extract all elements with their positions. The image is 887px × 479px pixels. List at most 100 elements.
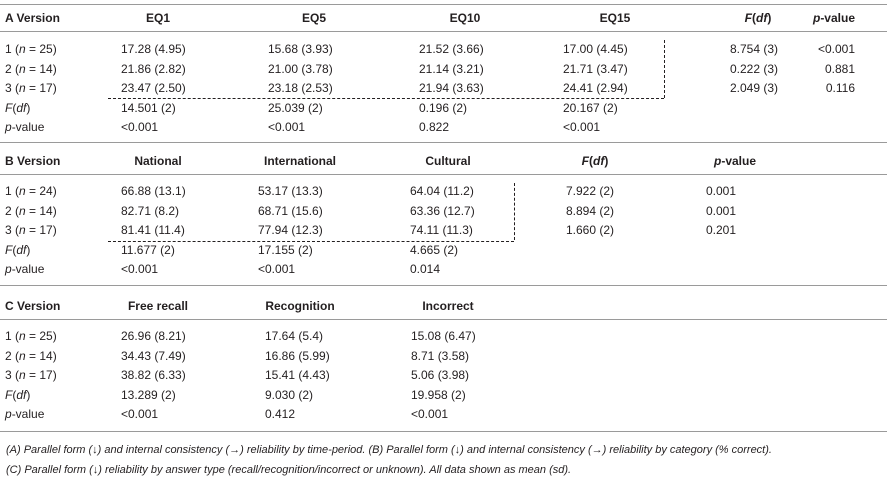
section-c-cell: 26.96 (8.21) <box>121 329 186 343</box>
section-b-header-3: Cultural <box>425 154 471 168</box>
top-rule <box>0 4 887 5</box>
section-a-cell: 20.167 (2) <box>563 100 618 115</box>
section-a-dash-vertical <box>664 40 665 98</box>
section-a-cell: 21.71 (3.47) <box>563 61 628 76</box>
section-a-cell: 25.039 (2) <box>268 100 323 115</box>
section-a-cell: 23.18 (2.53) <box>268 81 333 95</box>
section-a-dash-horizontal <box>108 98 664 99</box>
section-a-cell: 21.52 (3.66) <box>419 42 484 56</box>
section-a-cell: 8.754 (3) <box>730 42 779 56</box>
section-a-cell: 0.196 (2) <box>419 100 468 115</box>
section-b-cell: 0.001 <box>706 203 737 218</box>
section-b-cell: 17.155 (2) <box>258 242 313 257</box>
section-c-header-0: C Version <box>5 299 61 313</box>
section-c-cell: 15.08 (6.47) <box>411 329 476 343</box>
section-c-cell: 38.82 (6.33) <box>121 368 186 382</box>
section-c-cell: 9.030 (2) <box>265 387 314 402</box>
section-a-header-6: p-value <box>812 11 855 25</box>
section-b-cell: 77.94 (12.3) <box>258 223 323 237</box>
section-a-cell: <0.001 <box>817 42 855 56</box>
section-a-cell: 1 (n = 25) <box>5 42 57 56</box>
section-a-cell: 14.501 (2) <box>121 100 176 115</box>
section-a-header-2: EQ5 <box>301 11 327 25</box>
section-a-cell: 15.68 (3.93) <box>268 42 333 56</box>
section-a-cell: p-value <box>5 120 45 134</box>
section-c-cell: 2 (n = 14) <box>5 348 57 363</box>
section-b-cell: 11.677 (2) <box>121 242 175 257</box>
section-a-header-1: EQ1 <box>145 11 171 25</box>
section-b-cell: 1 (n = 24) <box>5 184 57 198</box>
section-c-cell: 5.06 (3.98) <box>411 368 470 382</box>
section-b-cell: 2 (n = 14) <box>5 203 57 218</box>
section-a-cell: 0.222 (3) <box>730 61 779 76</box>
section-a-header-4: EQ15 <box>599 11 631 25</box>
section-c-cell: 8.71 (3.58) <box>411 348 470 363</box>
section-c-cell: 13.289 (2) <box>121 387 176 402</box>
section-b-cell: 0.201 <box>706 223 737 237</box>
section-b-cell: 4.665 (2) <box>410 242 459 257</box>
section-a-cell: 21.14 (3.21) <box>419 61 484 76</box>
section-a-cell: <0.001 <box>121 120 159 134</box>
section-a-cell: 21.94 (3.63) <box>419 81 484 95</box>
section-b-cell: 53.17 (13.3) <box>258 184 323 198</box>
section-a-cell: 21.86 (2.82) <box>121 61 186 76</box>
section-a-header-5: F(df) <box>744 11 772 25</box>
section-b-cell: 74.11 (11.3) <box>410 223 473 237</box>
section-b-cell: <0.001 <box>258 262 296 276</box>
section-c-header-1: Free recall <box>127 299 189 313</box>
section-c-cell: 17.64 (5.4) <box>265 329 324 343</box>
section-a-cell: <0.001 <box>268 120 306 134</box>
section-b-cell: 63.36 (12.7) <box>410 203 475 218</box>
section-c-cell: F(df) <box>5 387 31 402</box>
section-b-cell: 64.04 (11.2) <box>410 184 474 198</box>
section-b-cell: 1.660 (2) <box>566 223 615 237</box>
section-b-bottom-rule <box>0 285 887 286</box>
section-b-cell: 66.88 (13.1) <box>121 184 186 198</box>
bottom-rule <box>0 431 887 432</box>
section-a-cell: 23.47 (2.50) <box>121 81 186 95</box>
section-c-cell: 1 (n = 25) <box>5 329 57 343</box>
section-b-header-rule <box>0 174 887 175</box>
section-a-header-3: EQ10 <box>449 11 481 25</box>
section-c-header-rule <box>0 319 887 320</box>
section-b-header-2: International <box>263 154 337 168</box>
section-a-cell: 2 (n = 14) <box>5 61 57 76</box>
section-a-cell: 0.822 <box>419 120 450 134</box>
section-c-cell: <0.001 <box>411 407 449 421</box>
section-b-cell: 82.71 (8.2) <box>121 203 180 218</box>
section-c-header-3: Incorrect <box>422 299 474 313</box>
section-c-cell: 0.412 <box>265 407 296 421</box>
section-a-cell: 24.41 (2.94) <box>563 81 628 95</box>
section-b-dash-horizontal <box>108 241 514 242</box>
section-c-cell: 15.41 (4.43) <box>265 368 330 382</box>
section-c-cell: 34.43 (7.49) <box>121 348 186 363</box>
section-c-cell: 16.86 (5.99) <box>265 348 330 363</box>
section-c-cell: p-value <box>5 407 45 421</box>
section-a-cell: 0.881 <box>824 61 855 76</box>
section-a-cell: 17.28 (4.95) <box>121 42 186 56</box>
section-a-header-rule <box>0 31 887 32</box>
section-b-cell: F(df) <box>5 242 31 257</box>
section-c-header-2: Recognition <box>265 299 335 313</box>
section-b-cell: 81.41 (11.4) <box>121 223 185 237</box>
section-b-cell: <0.001 <box>121 262 159 276</box>
section-a-cell: 21.00 (3.78) <box>268 61 333 76</box>
section-b-header-4: F(df) <box>581 154 609 168</box>
section-b-cell: 3 (n = 17) <box>5 223 57 237</box>
section-b-header-5: p-value <box>713 154 757 168</box>
section-c-cell: 19.958 (2) <box>411 387 466 402</box>
section-a-cell: <0.001 <box>563 120 601 134</box>
section-a-header-0: A Version <box>5 11 60 25</box>
section-b-header-1: National <box>134 154 182 168</box>
section-b-cell: 68.71 (15.6) <box>258 203 323 218</box>
section-a-cell: 3 (n = 17) <box>5 81 57 95</box>
section-a-cell: 17.00 (4.45) <box>563 42 628 56</box>
table-footnote: (C) Parallel form (↓) reliability by ans… <box>6 464 572 476</box>
section-b-cell: p-value <box>5 262 45 276</box>
section-a-bottom-rule <box>0 142 887 143</box>
section-b-cell: 8.894 (2) <box>566 203 615 218</box>
table-footnote: (A) Parallel form (↓) and internal consi… <box>6 444 772 456</box>
section-b-header-0: B Version <box>5 154 61 168</box>
section-a-cell: F(df) <box>5 100 31 115</box>
